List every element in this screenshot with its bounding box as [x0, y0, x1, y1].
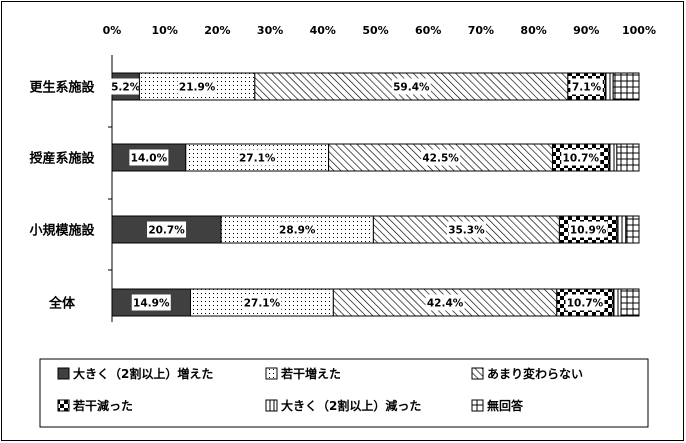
data-label: 10.9% — [570, 225, 607, 237]
category-label: 授産系施設 — [29, 151, 95, 167]
data-label-bg — [565, 294, 605, 311]
x-tick-label: 40% — [310, 24, 336, 37]
data-label: 27.1% — [244, 298, 281, 310]
bar-segment-no-answer — [612, 72, 640, 101]
legend-label-increase-slight: 若干増えた — [280, 366, 341, 381]
data-label: 28.9% — [279, 225, 316, 237]
data-label: 35.3% — [448, 225, 485, 237]
bar-segment-decrease-large — [616, 215, 627, 244]
data-label-bg — [242, 294, 282, 311]
x-tick-label: 0% — [103, 24, 122, 37]
data-label-bg — [277, 221, 317, 238]
data-label-bg — [391, 78, 431, 95]
legend-label-decrease-large: 大きく（2割以上）減った — [281, 398, 421, 413]
x-tick-label: 70% — [468, 24, 494, 37]
data-label-bg — [147, 221, 187, 238]
data-label-bg — [177, 78, 217, 95]
bar-segment-decrease-large — [604, 72, 614, 101]
x-tick-label: 90% — [573, 24, 599, 37]
data-label: 5.2% — [111, 82, 141, 94]
data-label-bg — [131, 294, 171, 311]
data-label: 10.7% — [567, 298, 604, 310]
category-label: 全体 — [48, 296, 76, 312]
data-label: 14.9% — [133, 298, 170, 310]
category-label: 更生系施設 — [29, 80, 95, 96]
x-tick-label: 20% — [204, 24, 230, 37]
bar-segment-decrease-large — [612, 288, 622, 317]
data-label: 42.4% — [427, 298, 464, 310]
data-label-bg — [568, 221, 608, 238]
data-label-bg — [446, 221, 486, 238]
category-label: 小規模施設 — [29, 223, 95, 239]
bar-segment-decrease-large — [608, 143, 618, 172]
legend-label-no-change: あまり変わらない — [487, 366, 583, 381]
data-label-bg — [561, 149, 601, 166]
data-label-bg — [237, 149, 277, 166]
bar-segment-no-answer — [620, 288, 640, 317]
legend-swatch-no-answer — [471, 399, 484, 412]
legend-label-decrease-slight: 若干減った — [72, 398, 133, 413]
legend-swatch-no-change — [471, 367, 484, 380]
legend-swatch-decrease-slight — [57, 399, 70, 412]
data-label-bg — [109, 78, 142, 95]
legend-swatch-decrease-large — [265, 399, 278, 412]
data-label: 27.1% — [239, 153, 276, 165]
legend-label-no-answer: 無回答 — [487, 398, 524, 413]
data-label: 10.7% — [563, 153, 600, 165]
bar-segment-increase-large — [111, 215, 222, 244]
legend-label-increase-large: 大きく（2割以上）増えた — [73, 366, 213, 381]
data-label: 21.9% — [179, 82, 216, 94]
legend-swatch-increase-slight — [265, 367, 278, 380]
data-label-bg — [570, 78, 603, 95]
bar-segment-no-answer — [625, 215, 640, 244]
bar-segment-no-answer — [616, 143, 640, 172]
data-label: 20.7% — [148, 225, 185, 237]
bars-layer: 更生系施設 5.2% 21.9% 59.4% 7.1% 授産系施設 14.0% 27.1% 42… — [29, 72, 640, 317]
x-tick-label: 30% — [257, 24, 283, 37]
data-label-bg — [129, 149, 169, 166]
legend-box — [39, 358, 649, 428]
x-tick-label: 100% — [622, 24, 656, 37]
data-label: 14.0% — [131, 153, 168, 165]
x-tick-label: 50% — [362, 24, 388, 37]
x-tick-label: 10% — [152, 24, 178, 37]
x-tick-label: 80% — [520, 24, 546, 37]
data-label: 59.4% — [393, 82, 430, 94]
data-label-bg — [421, 149, 461, 166]
x-axis: 0% 10% 20% 30% 40% 50% 60% 70% 80% 90% 100% — [103, 24, 656, 322]
data-label: 42.5% — [422, 153, 459, 165]
data-label: 7.1% — [572, 82, 602, 94]
legend-swatch-increase-large — [57, 367, 70, 380]
data-label-bg — [425, 294, 465, 311]
x-tick-label: 60% — [415, 24, 441, 37]
